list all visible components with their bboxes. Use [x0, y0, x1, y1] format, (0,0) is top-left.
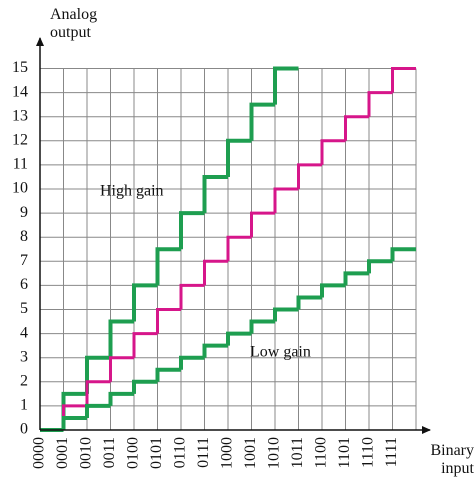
step-segment: [179, 211, 205, 250]
step-segment: [297, 163, 322, 189]
step-segment: [132, 379, 158, 394]
step-segment: [273, 307, 299, 322]
x-tick-label: 1011: [289, 437, 306, 468]
y-tick-label: 0: [20, 421, 28, 438]
x-tick-label: 1001: [242, 437, 259, 469]
step-segment: [273, 66, 299, 105]
y-tick-label: 10: [12, 180, 28, 197]
step-segment: [155, 367, 181, 382]
y-tick-label: 5: [20, 300, 28, 317]
x-tick-label: 0001: [54, 437, 71, 469]
step-segment: [85, 403, 111, 418]
x-tick-label: 0111: [195, 437, 212, 468]
step-segment: [132, 283, 158, 322]
step-segment: [320, 283, 346, 298]
step-segment: [343, 271, 369, 286]
x-tick-label: 1101: [336, 437, 353, 468]
y-tick-label: 12: [12, 131, 28, 148]
step-segment: [226, 331, 252, 346]
step-segment: [155, 247, 181, 286]
y-tick-label: 13: [12, 107, 28, 124]
step-segment: [391, 67, 416, 93]
y-tick-label: 7: [20, 252, 28, 269]
step-segment: [296, 295, 322, 310]
y-tick-label: 1: [20, 397, 28, 414]
y-tick-label: 4: [20, 324, 28, 341]
x-tick-label: 0011: [101, 437, 118, 468]
step-segment: [226, 235, 252, 262]
step-segment: [344, 115, 369, 141]
step-segment: [202, 174, 228, 214]
step-segment: [202, 343, 228, 358]
step-segment: [179, 355, 205, 370]
x-tick-label: 1110: [360, 437, 377, 468]
step-segment: [132, 332, 158, 358]
y-tick-label: 3: [20, 348, 28, 365]
y-tick-label: 11: [13, 156, 28, 173]
step-segment: [108, 391, 134, 406]
step-segment: [250, 211, 275, 238]
x-tick-label: 1111: [383, 437, 400, 467]
x-tick-label: 1010: [266, 437, 283, 469]
step-segment: [273, 187, 299, 214]
x-tick-label: 0101: [148, 437, 165, 469]
step-segment: [156, 308, 181, 334]
y-axis-title: Analog output: [50, 6, 98, 41]
step-segment: [61, 391, 87, 430]
step-segment: [226, 138, 252, 177]
y-tick-label: 14: [12, 83, 28, 100]
x-axis-title: Binary input: [430, 442, 474, 477]
y-tick-label: 8: [20, 228, 28, 245]
y-tick-label: 2: [20, 372, 28, 389]
step-segment: [249, 102, 275, 141]
step-segment: [85, 380, 111, 406]
y-tick-label: 9: [20, 204, 28, 221]
step-segment: [61, 415, 87, 430]
y-tick-label: 15: [12, 59, 28, 76]
step-segment: [390, 247, 416, 262]
step-segment: [109, 356, 134, 382]
y-tick-label: 6: [20, 276, 28, 293]
step-segment: [179, 283, 205, 310]
x-tick-label: 1100: [313, 437, 330, 468]
step-segment: [320, 139, 346, 165]
x-tick-label: 0110: [172, 437, 189, 468]
series-annotation: High gain: [100, 183, 164, 200]
step-segment: [249, 319, 275, 334]
x-tick-label: 0010: [78, 437, 95, 469]
step-segment: [367, 259, 393, 274]
step-segment: [367, 91, 393, 117]
step-segment: [108, 319, 134, 358]
x-tick-label: 0100: [125, 437, 142, 469]
x-tick-label: 0000: [31, 437, 48, 469]
step-segment: [85, 355, 111, 394]
step-segment: [203, 259, 228, 286]
series-annotation: Low gain: [250, 344, 311, 361]
x-tick-label: 1000: [219, 437, 236, 469]
